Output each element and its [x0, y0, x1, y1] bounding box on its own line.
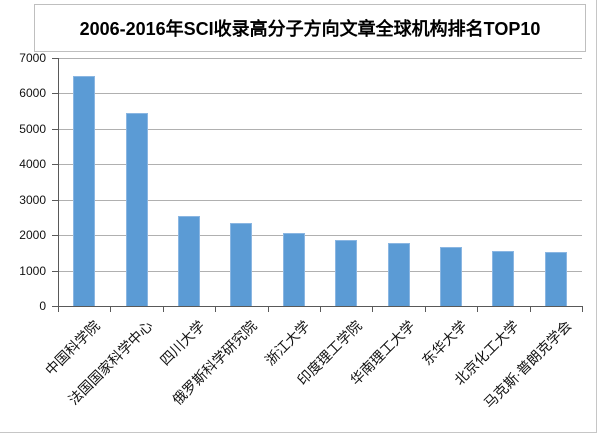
- y-axis-tick: [52, 58, 58, 59]
- gridline-7000: [58, 58, 582, 59]
- y-axis-label: 4000: [19, 157, 46, 172]
- gridline-6000: [58, 93, 582, 95]
- x-axis-tick: [529, 307, 531, 312]
- y-axis-label: 1000: [19, 263, 46, 278]
- y-axis-label: 6000: [19, 86, 46, 101]
- x-axis-tick: [424, 307, 426, 312]
- x-axis-tick: [215, 307, 217, 312]
- bar-马克斯·普朗克学会: [544, 252, 567, 306]
- gridline-3000: [58, 199, 582, 201]
- y-axis-tick: [52, 164, 58, 166]
- y-axis-tick: [52, 270, 58, 272]
- bar-四川大学: [178, 215, 200, 306]
- y-axis-tick: [52, 93, 58, 95]
- gridline-4000: [58, 164, 582, 166]
- bar-俄罗斯科学研究院: [230, 222, 253, 306]
- y-axis-tick: [52, 199, 58, 201]
- bar-中国科学院: [73, 76, 96, 306]
- y-axis-tick: [52, 306, 58, 307]
- bar-北京化工大学: [492, 251, 515, 306]
- x-axis-tick: [477, 307, 479, 312]
- y-axis-label: 0: [39, 299, 46, 313]
- y-axis-label: 2000: [19, 228, 46, 243]
- y-axis-tick: [52, 235, 58, 237]
- x-axis-tick: [58, 307, 59, 312]
- bar-华南理工大学: [387, 243, 410, 306]
- bar-东华大学: [440, 247, 462, 306]
- x-axis-tick: [110, 307, 112, 312]
- x-axis-tick: [582, 307, 583, 312]
- y-axis-tick: [52, 128, 58, 130]
- chart-title: 2006-2016年SCI收录高分子方向文章全球机构排名TOP10: [79, 19, 541, 39]
- x-axis-tick: [267, 307, 269, 312]
- gridline-2000: [58, 235, 582, 237]
- x-axis-tick: [162, 307, 164, 312]
- x-axis-tick: [372, 307, 374, 312]
- x-axis-tick: [320, 307, 321, 312]
- chart-title-box: 2006-2016年SCI收录高分子方向文章全球机构排名TOP10: [34, 4, 586, 52]
- gridline-5000: [58, 128, 582, 130]
- y-axis-label: 5000: [19, 121, 46, 136]
- y-axis-label: 7000: [19, 51, 46, 65]
- y-axis-label: 3000: [19, 192, 46, 207]
- bar-浙江大学: [282, 233, 305, 306]
- gridline-1000: [58, 270, 582, 272]
- bar-法国国家科学中心: [125, 112, 148, 306]
- y-axis-line: [58, 58, 59, 306]
- x-axis-line: [58, 306, 583, 307]
- bar-印度理工学院: [335, 240, 358, 306]
